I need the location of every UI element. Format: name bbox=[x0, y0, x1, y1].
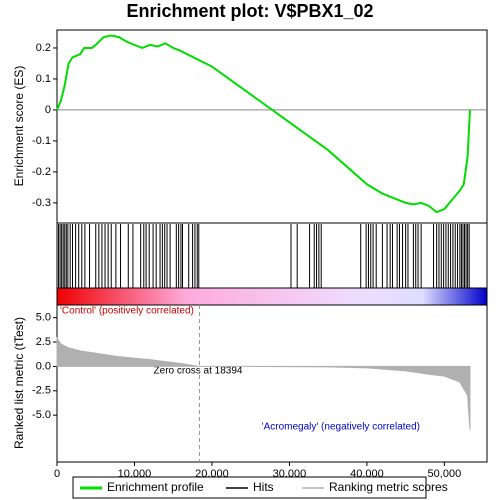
plot-frame bbox=[56, 29, 488, 463]
y-axis-label: Enrichment score (ES) bbox=[12, 66, 26, 187]
legend-label: Ranking metric scores bbox=[329, 480, 448, 494]
y-tick-label: 0.2 bbox=[36, 42, 51, 54]
zero-cross-label: Zero cross at 18394 bbox=[154, 366, 243, 377]
x-tick-label: 50,000 bbox=[428, 468, 462, 480]
x-tick-label: 0 bbox=[54, 468, 60, 480]
y-tick-label: 0.1 bbox=[36, 73, 51, 85]
y-axis-label: Ranked list metric (tTest) bbox=[12, 317, 26, 449]
legend-label: Hits bbox=[253, 480, 274, 494]
y-tick-label: -2.5 bbox=[32, 385, 51, 397]
y-tick-label: -5.0 bbox=[32, 409, 51, 421]
chart-title: Enrichment plot: V$PBX1_02 bbox=[126, 1, 373, 21]
legend-label: Enrichment profile bbox=[107, 480, 204, 494]
y-tick-label: 0 bbox=[45, 104, 51, 116]
y-tick-label: -0.3 bbox=[32, 197, 51, 209]
y-tick-label: 2.5 bbox=[36, 336, 51, 348]
y-tick-label: -0.2 bbox=[32, 166, 51, 178]
color-bar bbox=[57, 288, 487, 305]
legend-box bbox=[72, 476, 427, 499]
y-tick-label: -0.1 bbox=[32, 135, 51, 147]
y-tick-label: 0.0 bbox=[36, 360, 51, 372]
pos-label: 'Control' (positively correlated) bbox=[60, 306, 194, 317]
y-tick-label: 5.0 bbox=[36, 312, 51, 324]
neg-label: 'Acromegaly' (negatively correlated) bbox=[262, 422, 420, 433]
metric-area bbox=[56, 336, 471, 430]
enrichment-line bbox=[56, 34, 471, 214]
